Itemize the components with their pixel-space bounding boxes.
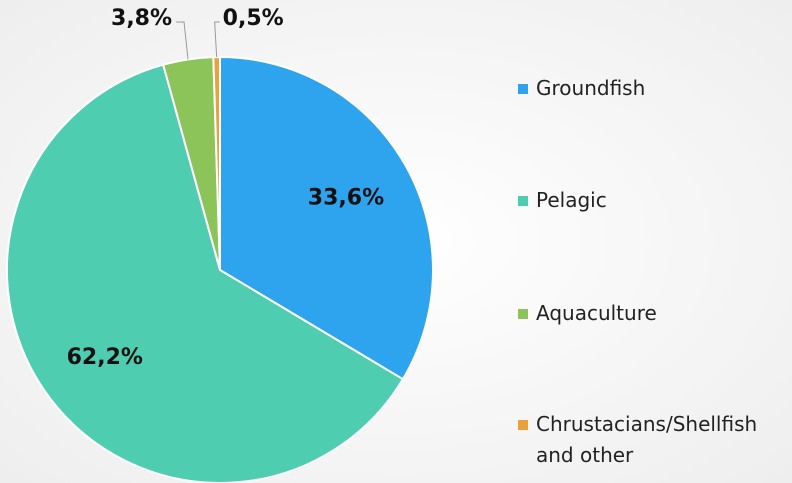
data-label: 3,8% [111,6,172,31]
legend-label: Chrustacians/Shellfish and other [536,412,758,467]
legend-item: Chrustacians/Shellfish and other [518,409,788,471]
legend-swatch [518,309,528,319]
legend-swatch [518,84,528,94]
legend-swatch [518,420,528,430]
pie-slice [6,63,405,483]
leader-line [176,21,189,60]
leader-line [214,21,220,58]
pie-slice [219,55,434,381]
legend-swatch [518,196,528,206]
legend-label: Groundfish [536,76,646,100]
legend-item: Pelagic [518,185,788,216]
legend-label: Pelagic [536,188,607,212]
legend-label: Aquaculture [536,301,657,325]
data-label: 0,5% [223,6,284,31]
data-label: 33,6% [308,186,384,211]
legend-item: Groundfish [518,73,788,104]
legend-item: Aquaculture [518,298,788,329]
data-label: 62,2% [67,345,143,370]
